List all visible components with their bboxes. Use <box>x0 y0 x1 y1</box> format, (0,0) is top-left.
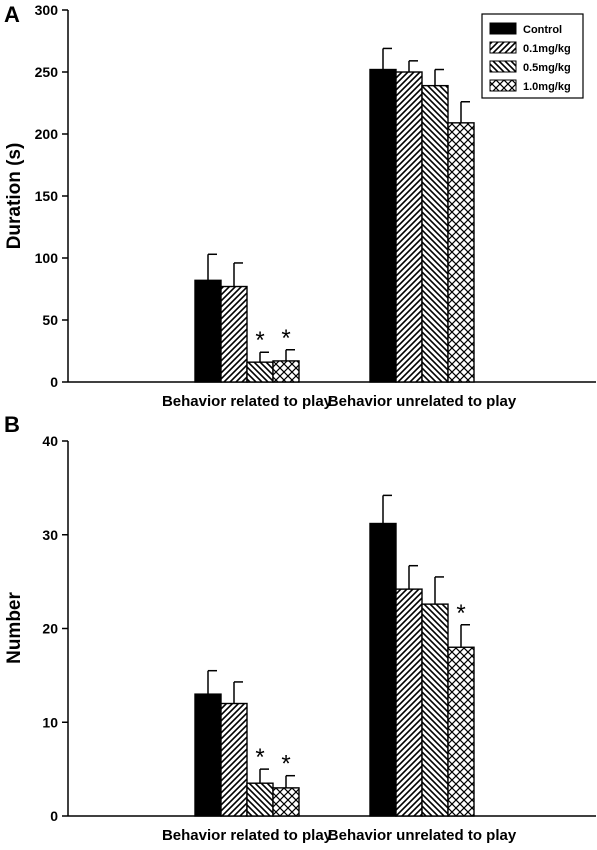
x-category-label: Behavior unrelated to play <box>328 827 517 844</box>
significance-star: * <box>255 744 264 771</box>
bar <box>246 361 274 383</box>
x-category-label: Behavior related to play <box>162 827 333 844</box>
y-tick-label: 50 <box>42 312 58 328</box>
bar <box>272 787 300 817</box>
legend-label: 0.1mg/kg <box>523 43 571 55</box>
y-tick-label: 20 <box>42 621 58 637</box>
y-tick-label: 200 <box>35 126 59 142</box>
panel-a-plot-area: 0 50 100 150 200 250 300 * * Behavior related to … <box>35 2 596 410</box>
legend-label: 1.0mg/kg <box>523 81 571 93</box>
bar <box>272 360 300 383</box>
y-tick-label: 150 <box>35 188 59 204</box>
bar <box>220 702 248 817</box>
panel-a-y-axis-title: Duration (s) <box>4 143 25 250</box>
bar <box>395 71 423 383</box>
bar <box>421 84 449 383</box>
y-tick-label: 250 <box>35 64 59 80</box>
panel-b-plot-area: 0 10 20 30 40 * * Behavior related to play * Beha… <box>42 433 596 844</box>
bar <box>447 646 475 817</box>
legend-swatch <box>489 60 517 73</box>
y-tick-label: 0 <box>50 374 58 390</box>
x-category-label: Behavior related to play <box>162 393 333 410</box>
bar <box>421 603 449 817</box>
panel-b-number-chart: B Number 0 10 20 30 40 * * Behavior related to … <box>4 412 596 844</box>
legend-swatch <box>489 41 517 54</box>
bar <box>395 588 423 817</box>
significance-star: * <box>281 751 290 778</box>
bar <box>447 122 475 383</box>
bar <box>246 782 274 817</box>
panel-b-letter: B <box>4 412 20 437</box>
bar <box>194 693 222 817</box>
significance-star: * <box>255 327 264 354</box>
y-tick-label: 30 <box>42 527 58 543</box>
bar <box>369 522 397 817</box>
y-tick-label: 10 <box>42 714 58 730</box>
panel-b-y-axis-title: Number <box>4 592 25 664</box>
significance-star: * <box>456 600 465 627</box>
x-category-label: Behavior unrelated to play <box>328 393 517 410</box>
y-tick-label: 0 <box>50 808 58 824</box>
legend-swatch <box>489 22 517 35</box>
legend-swatch <box>489 79 517 92</box>
bar <box>220 285 248 383</box>
bar <box>194 279 222 383</box>
y-tick-label: 40 <box>42 433 58 449</box>
panel-a-letter: A <box>4 2 20 27</box>
y-tick-label: 100 <box>35 250 59 266</box>
legend-label: Control <box>523 24 562 36</box>
legend-label: 0.5mg/kg <box>523 62 571 74</box>
panel-a-duration-chart: A Duration (s) 0 50 100 150 200 250 300 * * Behav… <box>4 2 596 410</box>
y-tick-label: 300 <box>35 2 59 18</box>
significance-star: * <box>281 325 290 352</box>
bar <box>369 68 397 383</box>
